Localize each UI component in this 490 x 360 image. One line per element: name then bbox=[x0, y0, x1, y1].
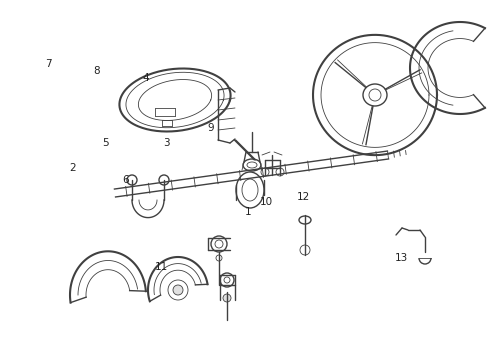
Text: 8: 8 bbox=[94, 66, 100, 76]
Text: 2: 2 bbox=[69, 163, 76, 174]
Text: 3: 3 bbox=[163, 138, 170, 148]
Text: 4: 4 bbox=[143, 73, 149, 84]
Text: 7: 7 bbox=[45, 59, 51, 69]
Ellipse shape bbox=[173, 285, 183, 295]
Text: 1: 1 bbox=[245, 207, 251, 217]
Text: 10: 10 bbox=[260, 197, 272, 207]
Ellipse shape bbox=[223, 294, 231, 302]
Text: 6: 6 bbox=[122, 175, 129, 185]
Text: 9: 9 bbox=[207, 123, 214, 133]
Text: 13: 13 bbox=[395, 253, 409, 264]
Text: 11: 11 bbox=[155, 262, 169, 272]
Text: 12: 12 bbox=[297, 192, 311, 202]
Text: 5: 5 bbox=[102, 138, 109, 148]
